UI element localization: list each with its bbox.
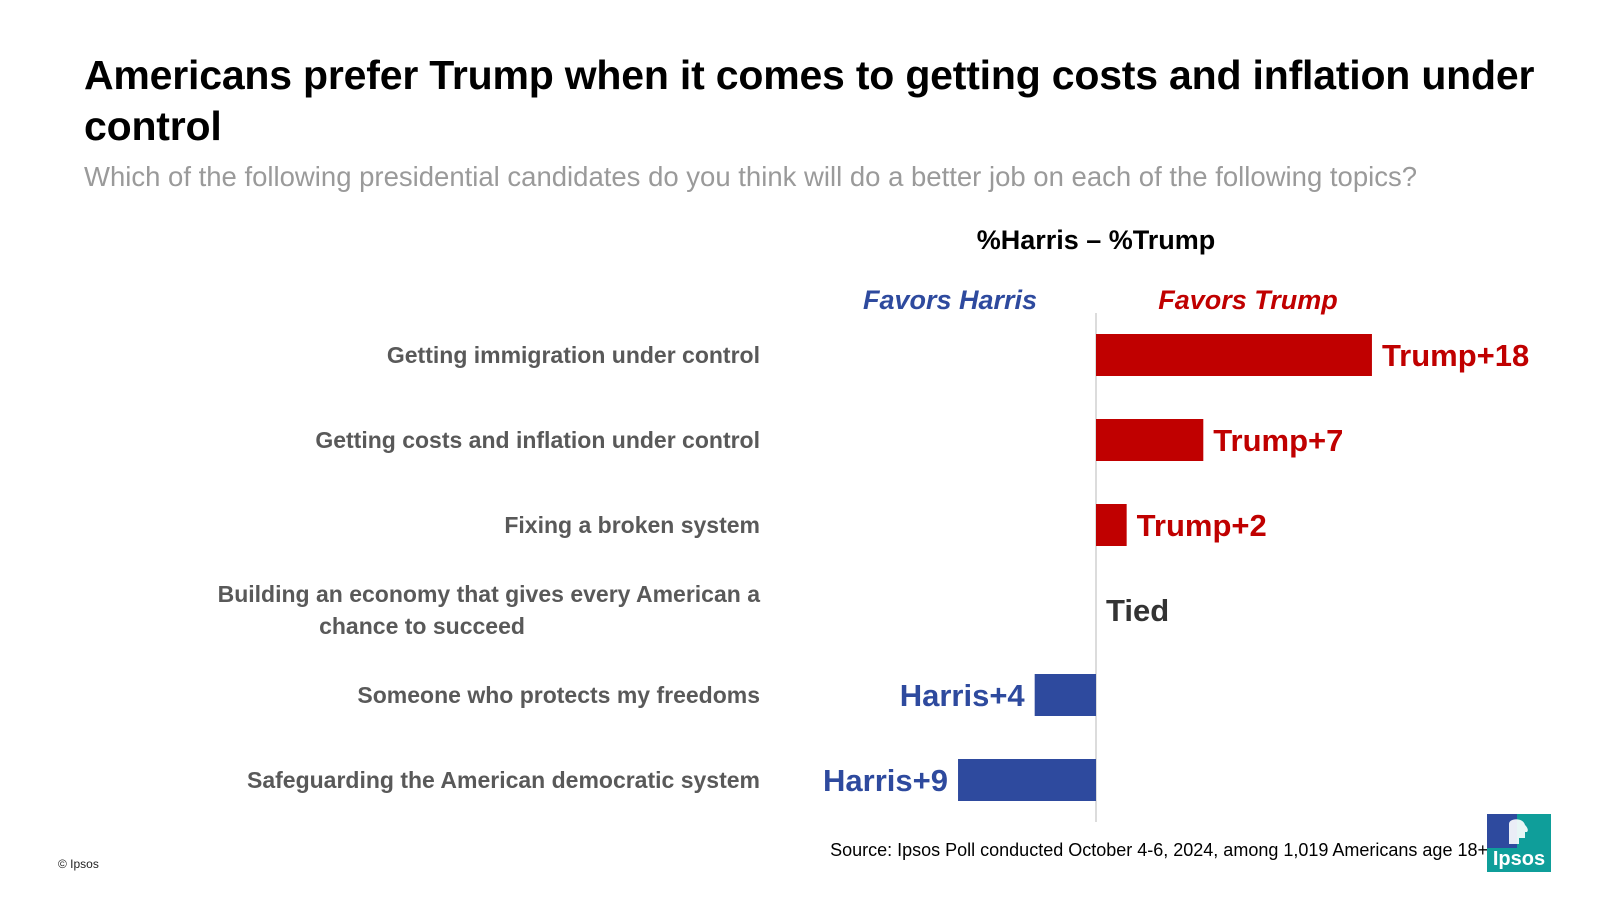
bar-trump (1096, 334, 1372, 376)
data-label: Trump+7 (1213, 423, 1343, 458)
ipsos-logo: Ipsos (1487, 814, 1551, 872)
bar-trump (1096, 419, 1204, 461)
copyright-notice: © Ipsos (58, 857, 99, 871)
category-label: Someone who protects my freedoms (357, 682, 760, 708)
bar-harris (958, 759, 1096, 801)
bar-harris (1034, 674, 1096, 716)
category-label: chance to succeed (319, 613, 525, 639)
bar-trump (1096, 504, 1127, 546)
category-label: Fixing a broken system (504, 512, 760, 538)
logo-head-icon (1487, 814, 1551, 848)
category-label: Getting costs and inflation under contro… (315, 427, 760, 453)
data-label: Trump+18 (1382, 338, 1529, 373)
chart-subtitle: Which of the following presidential cand… (84, 161, 1418, 192)
source-note: Source: Ipsos Poll conducted October 4-6… (830, 840, 1488, 860)
data-label: Trump+2 (1137, 508, 1267, 543)
data-label: Harris+9 (823, 763, 948, 798)
logo-text: Ipsos (1492, 848, 1546, 870)
category-label: Building an economy that gives every Ame… (218, 581, 761, 607)
metric-label: %Harris – %Trump (977, 225, 1216, 255)
data-label: Tied (1106, 593, 1169, 628)
category-label: Safeguarding the American democratic sys… (247, 767, 760, 793)
favors-trump-label: Favors Trump (1158, 285, 1338, 315)
favors-harris-label: Favors Harris (863, 285, 1037, 315)
data-label: Harris+4 (900, 678, 1026, 713)
chart-title: Americans prefer Trump when it comes to … (84, 52, 1535, 149)
category-label: Getting immigration under control (387, 342, 760, 368)
